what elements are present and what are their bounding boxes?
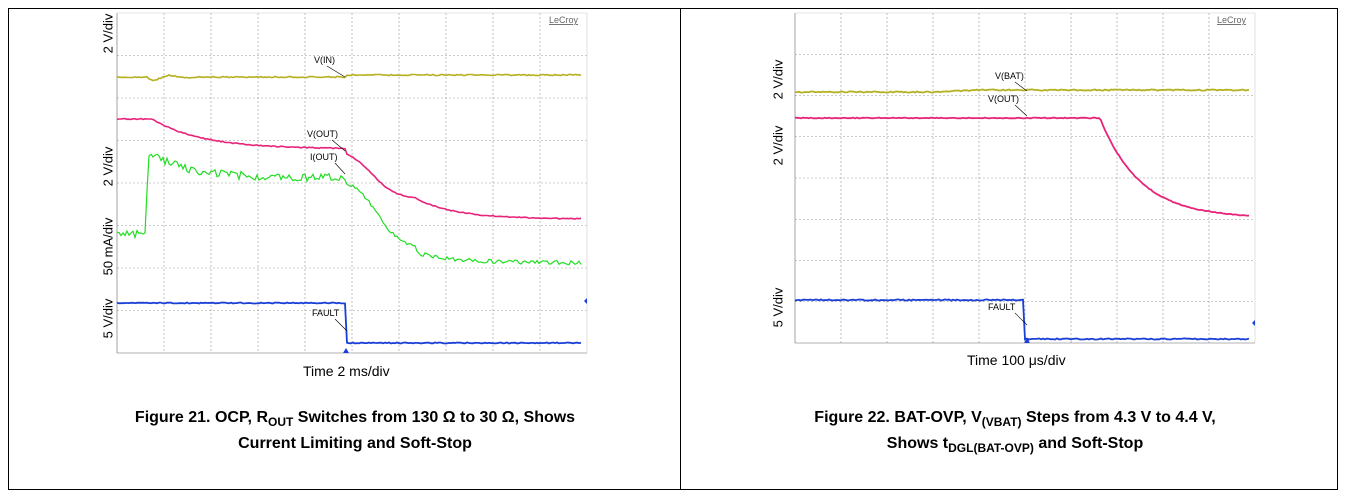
time-label-22-unit: μs/div [1028, 352, 1066, 368]
ch-label-fault: 5 V/div [100, 298, 116, 339]
level-marker-21 [584, 298, 587, 304]
annotation-fault: FAULT [312, 308, 340, 318]
scope-screen-21: LeCroy V(IN) V(OUT) I(OUT) FAULT [116, 12, 588, 354]
time-label-22-prefix: Time 100 [967, 352, 1029, 368]
ch-label-fault-22: 5 V/div [770, 287, 786, 328]
caption-21-prefix: Figure 21. OCP, R [134, 409, 268, 426]
caption-22-prefix: Figure 22. BAT-OVP, V [814, 409, 982, 426]
time-label-21: Time 2 ms/div [303, 363, 390, 379]
caption-21-line2: Current Limiting and Soft-Stop [238, 435, 472, 452]
annotation-fault-22: FAULT [988, 302, 1016, 312]
ch-label-vbat: 2 V/div [770, 59, 786, 100]
annotation-vout: V(OUT) [307, 129, 338, 139]
caption-22-prefix2: Shows t [886, 435, 949, 452]
ch-label-vin: 2 V/div [100, 13, 116, 54]
caption-21-sub: OUT [268, 415, 294, 429]
scope-screen-22: LeCroy V(BAT) V(OUT) FAULT [794, 12, 1256, 344]
caption-22-sub1: (VBAT) [981, 415, 1022, 429]
figure-divider [680, 8, 681, 490]
time-label-22: Time 100 μs/div [967, 352, 1066, 368]
annotation-vbat: V(BAT) [995, 71, 1024, 81]
caption-22: Figure 22. BAT-OVP, V(VBAT) Steps from 4… [705, 407, 1325, 459]
caption-22-rest2: and Soft-Stop [1033, 435, 1144, 452]
annotation-iout: I(OUT) [310, 152, 338, 162]
trace-fault [116, 301, 582, 345]
caption-21-rest: Switches from 130 Ω to 30 Ω, Shows [293, 409, 576, 426]
figure-frame [8, 8, 1338, 490]
annotation-vin: V(IN) [314, 55, 335, 65]
ch-label-iout: 50 mA/div [100, 217, 116, 276]
caption-22-rest1: Steps from 4.3 V to 4.4 V, [1021, 409, 1216, 426]
level-marker-22 [1252, 320, 1255, 326]
trace-vout-22 [794, 116, 1250, 217]
trace-iout [116, 153, 582, 266]
trace-vbat [795, 88, 1250, 94]
lecroy-logo-21: LeCroy [549, 15, 579, 25]
trace-vin [116, 73, 582, 82]
ch-label-vout: 2 V/div [100, 146, 116, 187]
annotation-vout-22: V(OUT) [988, 94, 1019, 104]
trigger-marker-21 [343, 348, 349, 353]
lecroy-logo-22: LeCroy [1217, 15, 1247, 25]
ch-label-vout-22: 2 V/div [770, 125, 786, 166]
caption-21: Figure 21. OCP, ROUT Switches from 130 Ω… [40, 407, 670, 454]
trace-fault-22 [794, 298, 1250, 341]
caption-22-sub2: DGL(BAT-OVP) [948, 441, 1034, 455]
trace-vout [116, 117, 582, 220]
trigger-marker-22 [1024, 338, 1030, 343]
